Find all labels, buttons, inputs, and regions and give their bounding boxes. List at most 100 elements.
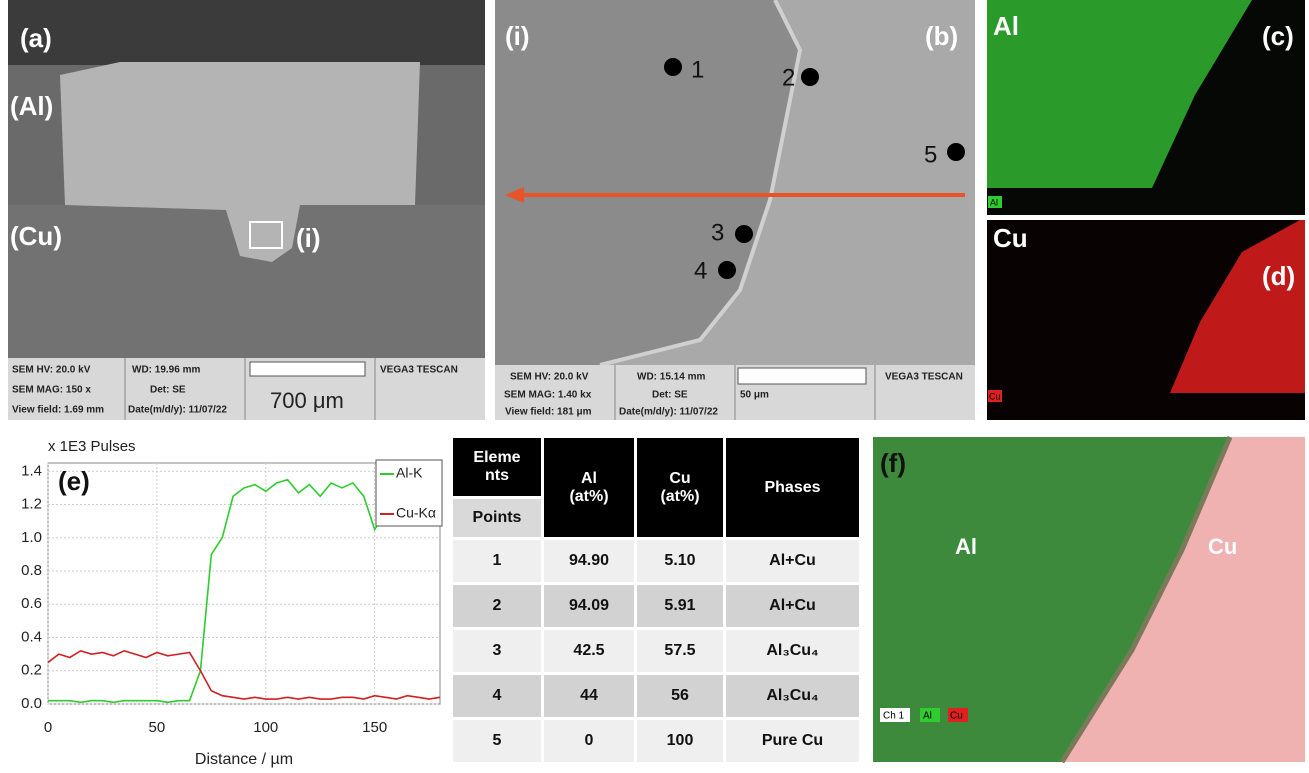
sem-info: VEGA3 TESCAN — [380, 365, 458, 376]
header-cell: Eleme nts — [453, 438, 541, 496]
x-tick-label: 150 — [362, 719, 387, 736]
table-cell: 94.90 — [544, 540, 634, 582]
point-label: 4 — [694, 257, 707, 284]
table-cell: 2 — [453, 585, 541, 627]
table-cell: 56 — [637, 675, 723, 717]
region-label: (Cu) — [10, 221, 62, 251]
y-tick-label: 0.0 — [21, 695, 42, 712]
table-cell: Pure Cu — [726, 720, 859, 762]
header-cell: Al (at%) — [544, 438, 634, 537]
sem-info: SEM HV: 20.0 kV — [510, 372, 589, 383]
table-cell: Al₃Cu₄ — [726, 675, 859, 717]
inset-label: (i) — [505, 21, 530, 51]
panel-label: (b) — [925, 21, 958, 51]
composition-table: Eleme nts Al (at%) Cu (at%) Phases Point… — [450, 435, 862, 765]
x-axis-label: Distance / µm — [195, 751, 293, 768]
y-tick-label: 1.4 — [21, 462, 42, 479]
table-cell: 5.10 — [637, 540, 723, 582]
subheader-cell: Points — [453, 499, 541, 537]
panel-label: (a) — [20, 23, 52, 53]
sem-info: VEGA3 TESCAN — [885, 372, 963, 383]
header-row: Eleme nts Al (at%) Cu (at%) Phases — [453, 438, 859, 496]
panel-f: (f) Al Cu Ch 1 Al Cu — [873, 437, 1305, 762]
legend-label: Al — [923, 711, 932, 722]
point-label: 2 — [782, 64, 795, 91]
y-tick-label: 0.6 — [21, 595, 42, 612]
scale-ruler — [250, 362, 365, 376]
table-cell: 100 — [637, 720, 723, 762]
table-cell: 44 — [544, 675, 634, 717]
panel-a: (a) (Al) (Cu) (i) SEM HV: 20.0 kV WD: 19… — [8, 0, 485, 420]
sem-info: SEM MAG: 1.40 kx — [504, 390, 592, 401]
y-tick-label: 1.2 — [21, 496, 42, 513]
region-label: Al — [955, 534, 977, 559]
table-cell: 57.5 — [637, 630, 723, 672]
table-cell: 4 — [453, 675, 541, 717]
table-cell: Al₃Cu₄ — [726, 630, 859, 672]
sem-info: Det: SE — [150, 385, 186, 396]
tag: Cu — [989, 391, 1001, 401]
point-marker — [947, 143, 965, 161]
table-cell: 42.5 — [544, 630, 634, 672]
table-cell: 94.09 — [544, 585, 634, 627]
point-marker — [801, 68, 819, 86]
scale-label: 50 μm — [740, 390, 769, 401]
legend-label: Cu-Kα — [396, 505, 436, 521]
region-label: Cu — [1208, 534, 1237, 559]
panel-b: 1 2 3 4 5 (i) (b) SEM HV: 20.0 kV WD: 15… — [495, 0, 975, 420]
inset-label: (i) — [296, 223, 321, 253]
point-label: 1 — [691, 56, 704, 83]
y-tick-label: 0.2 — [21, 662, 42, 679]
panel-d: Cu (d) Cu — [987, 220, 1305, 420]
panel-label: (c) — [1262, 21, 1294, 51]
panel-label: (f) — [880, 448, 906, 478]
sem-info: WD: 19.96 mm — [132, 365, 200, 376]
panel-e: x 1E3 Pulses Distance / µm 0.0 0.2 0.4 0.6 0… — [21, 438, 442, 768]
panel-label: (d) — [1262, 261, 1295, 291]
y-tick-label: 0.8 — [21, 562, 42, 579]
table-cell: 5.91 — [637, 585, 723, 627]
y-axis-label: x 1E3 Pulses — [48, 438, 136, 455]
tag: Al — [990, 197, 998, 207]
legend-label: Cu — [950, 711, 963, 722]
scale-label: 700 μm — [270, 388, 344, 413]
sem-info: WD: 15.14 mm — [637, 372, 705, 383]
scale-ruler — [738, 368, 866, 384]
x-tick-label: 0 — [44, 719, 52, 736]
element-label: Al — [993, 11, 1019, 41]
point-marker — [664, 58, 682, 76]
sem-info: View field: 181 μm — [505, 407, 592, 418]
table-cell: Al+Cu — [726, 540, 859, 582]
table-cell: 1 — [453, 540, 541, 582]
element-label: Cu — [993, 223, 1028, 253]
table-cell: 5 — [453, 720, 541, 762]
header-cell: Phases — [726, 438, 859, 537]
point-label: 5 — [924, 141, 937, 168]
legend-label: Ch 1 — [883, 711, 905, 722]
x-tick-label: 100 — [253, 719, 278, 736]
sem-info: Det: SE — [652, 390, 688, 401]
page: { "panel_a": {"label": "(a)", "regions":… — [0, 0, 1309, 773]
sem-info: View field: 1.69 mm — [12, 405, 104, 416]
y-tick-label: 0.4 — [21, 628, 42, 645]
table-cell: 0 — [544, 720, 634, 762]
point-marker — [718, 261, 736, 279]
sem-info: Date(m/d/y): 11/07/22 — [128, 405, 227, 416]
point-label: 3 — [711, 219, 724, 246]
header-cell: Cu (at%) — [637, 438, 723, 537]
y-tick-label: 1.0 — [21, 529, 42, 546]
table-cell: Al+Cu — [726, 585, 859, 627]
table-cell: 3 — [453, 630, 541, 672]
panel-c: Al (c) Al — [987, 0, 1305, 215]
region-label: (Al) — [10, 91, 53, 121]
sem-info: Date(m/d/y): 11/07/22 — [619, 407, 718, 418]
legend-label: Al-K — [396, 465, 423, 481]
point-marker — [735, 225, 753, 243]
sem-info: SEM MAG: 150 x — [12, 385, 91, 396]
panel-label: (e) — [58, 466, 90, 496]
sem-info: SEM HV: 20.0 kV — [12, 365, 91, 376]
